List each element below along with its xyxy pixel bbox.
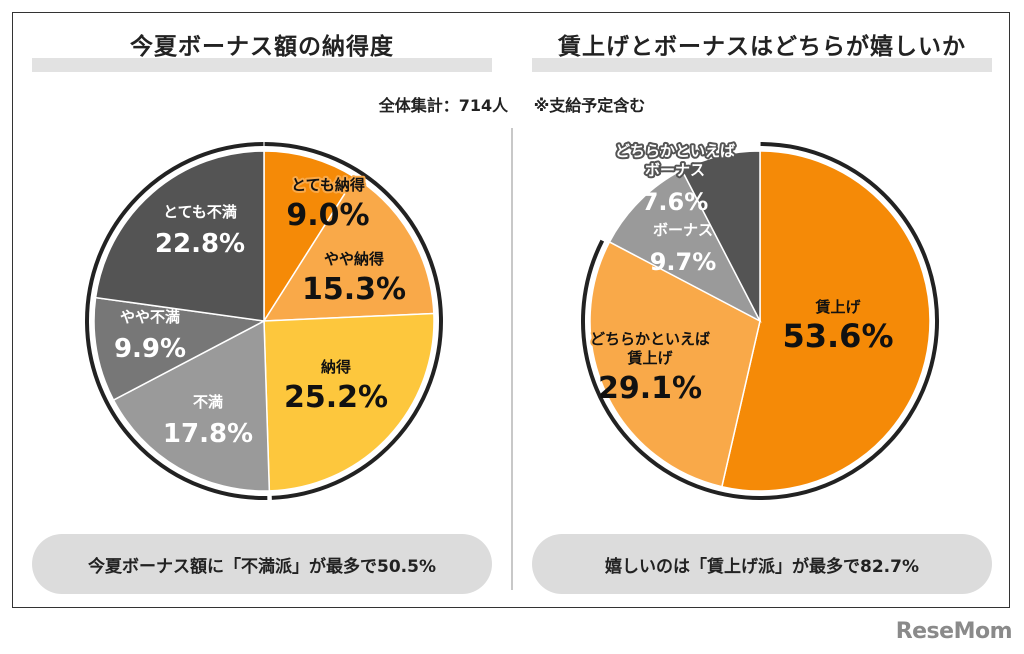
right-summary: 嬉しいのは「賃上げ派」が最多で82.7%	[532, 534, 992, 594]
slice-label: 賃上げ	[814, 298, 861, 316]
slice-value-label: 7.6%	[642, 188, 709, 216]
slice-value-label: 9.7%	[650, 248, 717, 276]
slice-label: やや納得	[324, 250, 384, 268]
right-summary-text: 嬉しいのは「賃上げ派」が最多で82.7%	[605, 556, 919, 577]
right-chart-title-text: 賃上げとボーナスはどちらが嬉しいか	[558, 34, 966, 60]
pie-slice	[93, 296, 267, 402]
pie-slice	[263, 312, 435, 492]
pie-slice	[263, 150, 357, 324]
left-summary: 今夏ボーナス額に「不満派」が最多で50.5%	[32, 534, 492, 594]
group-arc-wage-raise	[581, 142, 939, 500]
slice-value-label: 15.3%	[302, 272, 406, 307]
slice-value-label: 53.6%	[782, 317, 893, 355]
group-arc-satisfied	[264, 142, 443, 500]
pie-slice	[112, 319, 271, 492]
left-chart-title: 今夏ボーナス額の納得度	[32, 28, 492, 72]
right-chart-title: 賃上げとボーナスはどちらが嬉しいか	[532, 28, 992, 72]
title-underline	[32, 58, 492, 72]
slice-label: 不満	[193, 393, 223, 411]
slice-label: やや不満	[120, 308, 180, 326]
slice-label: とても納得	[291, 176, 365, 194]
pie-slice	[589, 240, 761, 488]
pie-slice	[262, 176, 435, 322]
pie-slice	[608, 169, 762, 323]
slice-label: ボーナス	[653, 221, 713, 239]
left-chart-title-text: 今夏ボーナス額の納得度	[130, 34, 394, 60]
slice-label: とても不満	[163, 203, 237, 221]
title-underline	[532, 58, 992, 72]
pie-slice	[94, 150, 265, 322]
slice-value-label: 22.8%	[155, 229, 245, 259]
slice-value-label: 25.2%	[284, 380, 388, 415]
left-summary-text: 今夏ボーナス額に「不満派」が最多で50.5%	[88, 556, 436, 577]
slice-label: どちらかといえば	[615, 142, 735, 160]
slice-label: 賃上げ	[626, 349, 673, 367]
slice-label: 納得	[321, 358, 351, 376]
pie-slice	[680, 150, 761, 322]
resemom-logo: ReseMom	[895, 619, 1013, 644]
slice-value-label: 17.8%	[163, 419, 253, 449]
slice-label: ボーナス	[645, 161, 705, 179]
slice-label: どちらかといえば	[590, 330, 710, 348]
slice-value-label: 9.9%	[114, 334, 186, 364]
sample-info: 全体集計：714人 ※支給予定含む	[0, 92, 1024, 116]
pie-slice	[720, 150, 931, 492]
slice-value-label: 9.0%	[286, 198, 369, 233]
group-arc-dissatisfied	[85, 142, 268, 500]
note: ※支給予定含む	[533, 96, 646, 115]
center-divider	[511, 128, 513, 590]
total-respondents: 全体集計：714人	[378, 96, 509, 115]
slice-value-label: 29.1%	[598, 371, 702, 406]
